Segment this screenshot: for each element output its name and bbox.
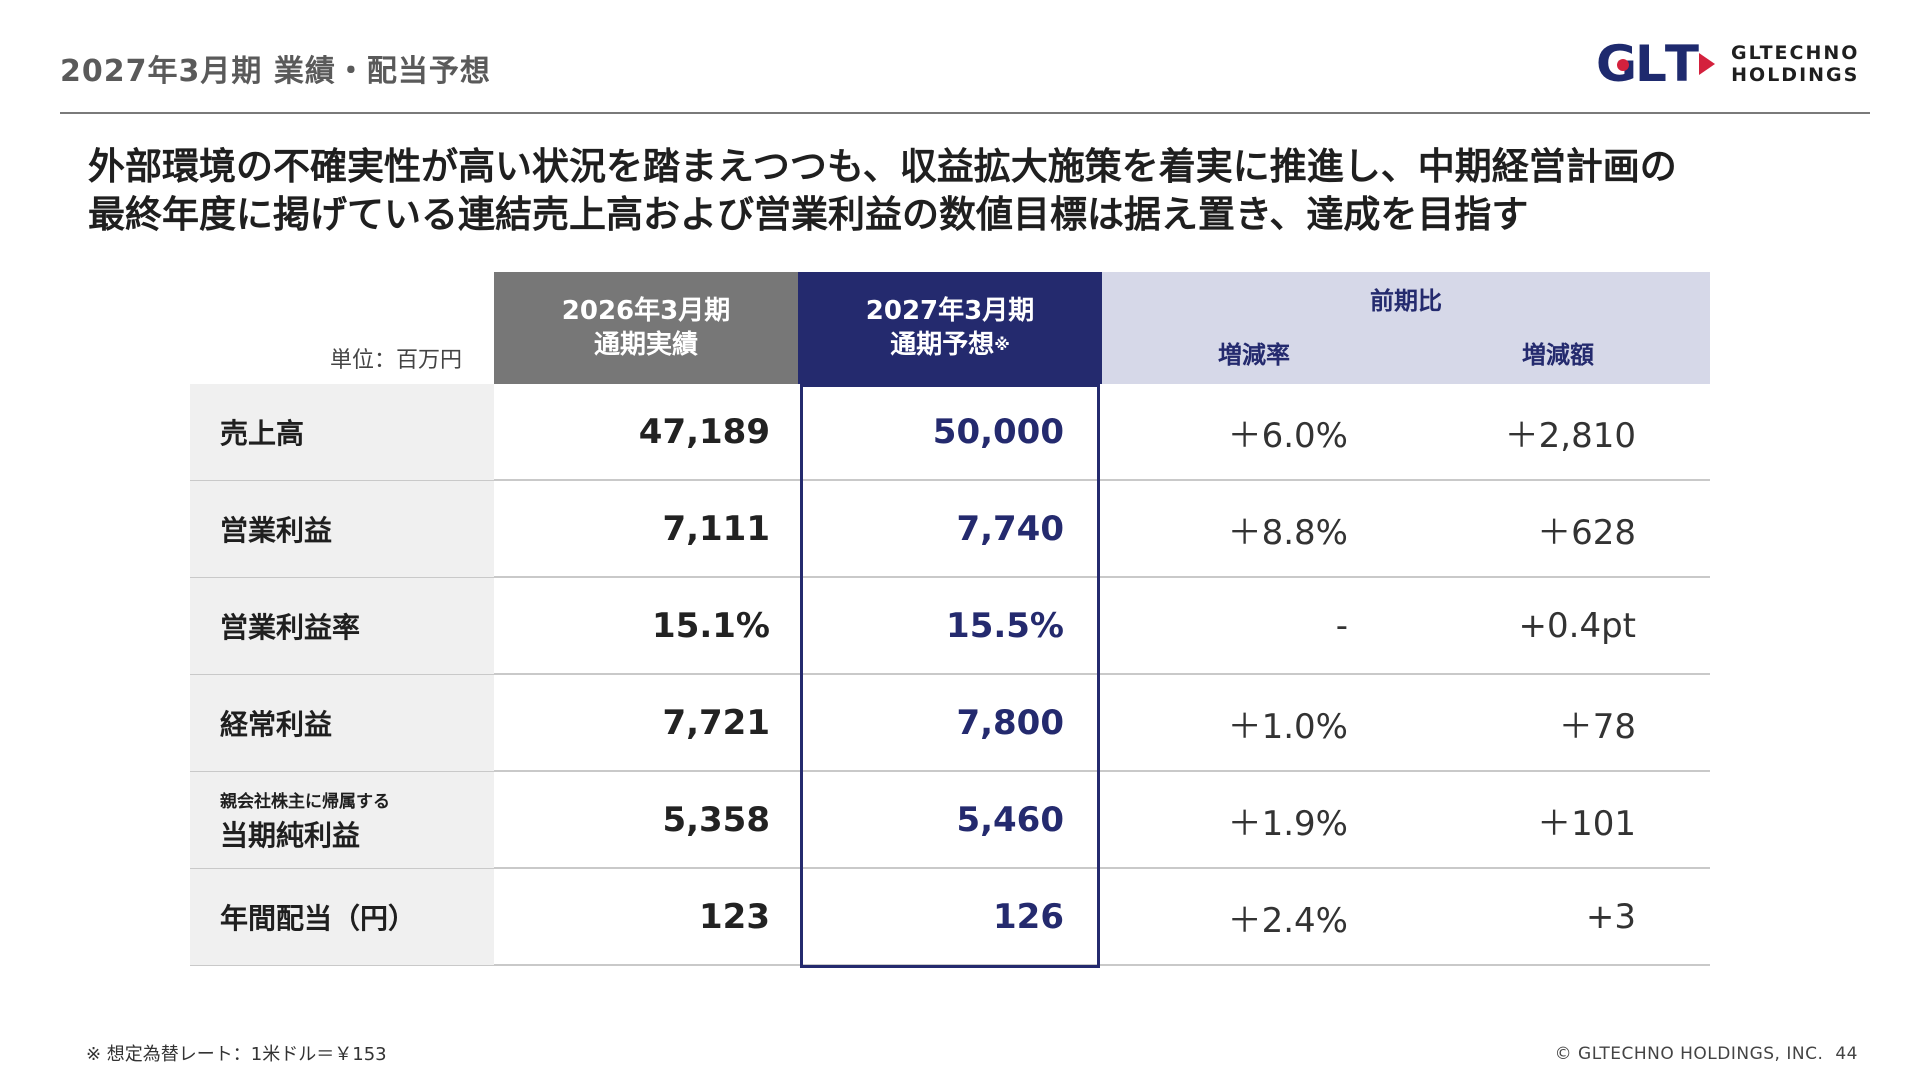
row-label: 経常利益: [220, 708, 333, 741]
table-row: 営業利益 7,111 7,740 ＋8.8% ＋628: [190, 481, 1710, 578]
logo-line-2: HOLDINGS: [1731, 64, 1860, 86]
cell-change-amount: +3: [1585, 897, 1636, 937]
logo-red-dot: [1617, 59, 1630, 71]
cell-change-rate: ＋2.4%: [1227, 900, 1348, 941]
cell-actual: 123: [699, 897, 770, 937]
logo-letter-g: G: [1596, 35, 1637, 93]
lead-line-2: 最終年度に掲げている連結売上高および営業利益の数値目標は据え置き、達成を目指す: [88, 193, 1529, 236]
cell-actual: 47,189: [638, 412, 770, 452]
cell-forecast: 126: [993, 897, 1064, 937]
cell-change-rate: ＋1.9%: [1227, 803, 1348, 844]
row-label-cell: 親会社株主に帰属する 当期純利益: [190, 772, 494, 868]
cell-change-amount: +0.4pt: [1518, 606, 1636, 646]
row-label-cell: 経常利益: [190, 675, 494, 771]
row-label-cell: 売上高: [190, 384, 494, 480]
lead-line-1: 外部環境の不確実性が高い状況を踏まえつつも、収益拡大施策を着実に推進し、中期経営…: [88, 145, 1677, 188]
footer-copyright: © GLTECHNO HOLDINGS, INC. 44: [1555, 1044, 1858, 1064]
logo-mark: G L T: [1596, 35, 1716, 93]
cell-change-rate: ＋8.8%: [1227, 512, 1348, 553]
row-label: 売上高: [220, 417, 305, 450]
exchange-rate-note: ※ 想定為替レート：1米ドル＝￥153: [86, 1044, 387, 1065]
actual-header-year: 2026年3月期: [561, 296, 731, 326]
header-divider: [60, 112, 1870, 114]
row-label: 営業利益率: [220, 611, 361, 644]
cell-actual: 15.1%: [652, 606, 770, 646]
table-row: 売上高 47,189 50,000 ＋6.0% ＋2,810: [190, 384, 1710, 481]
actual-header-type: 通期実績: [593, 330, 698, 360]
cell-change-amount: ＋628: [1537, 512, 1636, 553]
column-header-compare: 前期比 増減率 増減額: [1102, 272, 1710, 384]
logo-letter-t: T: [1664, 35, 1699, 93]
cell-forecast: 50,000: [932, 412, 1064, 452]
row-label: 当期純利益: [220, 818, 361, 852]
column-header-actual: 2026年3月期 通期実績: [494, 272, 798, 384]
forecast-table: 単位：百万円 2026年3月期 通期実績 2027年3月期 通期予想※ 前期比 …: [190, 272, 1710, 970]
cell-forecast: 15.5%: [946, 606, 1064, 646]
cell-actual: 5,358: [662, 800, 770, 840]
row-label-cell: 営業利益率: [190, 578, 494, 674]
cell-change-amount: ＋101: [1537, 803, 1636, 844]
cell-forecast: 7,800: [956, 703, 1064, 743]
compare-header-title: 前期比: [1370, 287, 1442, 315]
cell-change-amount: ＋2,810: [1504, 415, 1636, 456]
forecast-header-note-mark: ※: [994, 335, 1010, 354]
unit-label: 単位：百万円: [330, 348, 463, 373]
forecast-header-label: 通期予想: [890, 330, 995, 360]
cell-change-amount: ＋78: [1558, 706, 1636, 747]
cell-change-rate: ＋1.0%: [1227, 706, 1348, 747]
cell-change-rate: -: [1335, 606, 1348, 646]
table-row: 年間配当（円） 123 126 ＋2.4% +3: [190, 869, 1710, 966]
copyright-text: © GLTECHNO HOLDINGS, INC.: [1554, 1044, 1824, 1064]
logo-letter-l: L: [1635, 35, 1667, 93]
logo-line-1: GLTECHNO: [1731, 42, 1860, 64]
table-row: 経常利益 7,721 7,800 ＋1.0% ＋78: [190, 675, 1710, 772]
cell-forecast: 5,460: [956, 800, 1064, 840]
cell-forecast: 7,740: [956, 509, 1064, 549]
logo-wordmark: GLTECHNO HOLDINGS: [1731, 42, 1859, 86]
table-row: 営業利益率 15.1% 15.5% - +0.4pt: [190, 578, 1710, 675]
compare-header-amount: 増減額: [1522, 341, 1594, 369]
slide-title: 2027年3月期 業績・配当予想: [60, 54, 491, 89]
logo-arrow-icon: [1699, 53, 1716, 75]
row-label: 営業利益: [220, 514, 333, 547]
table-body: 売上高 47,189 50,000 ＋6.0% ＋2,810 営業利益 7,11…: [190, 384, 1710, 966]
forecast-header-type: 通期予想※: [798, 328, 1102, 362]
table-row: 親会社株主に帰属する 当期純利益 5,358 5,460 ＋1.9% ＋101: [190, 772, 1710, 869]
row-label-cell: 年間配当（円）: [190, 869, 494, 965]
cell-actual: 7,721: [662, 703, 770, 743]
lead-message: 外部環境の不確実性が高い状況を踏まえつつも、収益拡大施策を着実に推進し、中期経営…: [88, 143, 1848, 239]
forecast-header-year: 2027年3月期: [865, 296, 1035, 326]
page-number: 44: [1835, 1044, 1858, 1064]
company-logo: G L T GLTECHNO HOLDINGS: [1596, 38, 1876, 90]
cell-change-rate: ＋6.0%: [1227, 415, 1348, 456]
row-label-prefix: 親会社株主に帰属する: [220, 791, 390, 812]
compare-header-rate: 増減率: [1218, 341, 1290, 369]
cell-actual: 7,111: [662, 509, 770, 549]
row-label: 年間配当（円）: [220, 902, 417, 935]
column-header-forecast: 2027年3月期 通期予想※: [798, 272, 1102, 384]
row-label-cell: 営業利益: [190, 481, 494, 577]
